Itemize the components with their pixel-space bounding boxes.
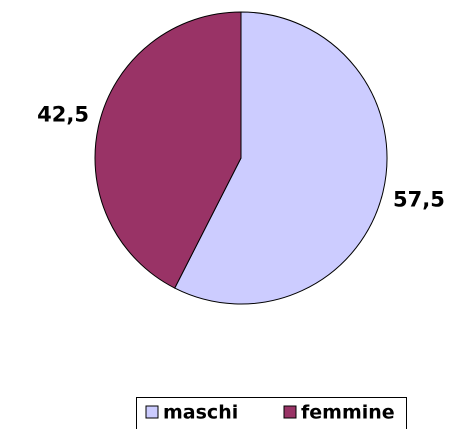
pie-slice <box>94 11 242 289</box>
legend-label: maschi <box>163 402 238 424</box>
legend-label: femmine <box>301 402 395 424</box>
legend-swatch <box>145 405 159 419</box>
legend-swatch <box>283 405 297 419</box>
data-label: 42,5 <box>37 102 89 126</box>
legend-box <box>136 397 407 429</box>
pie-slice <box>174 11 388 305</box>
data-label: 57,5 <box>393 188 445 212</box>
